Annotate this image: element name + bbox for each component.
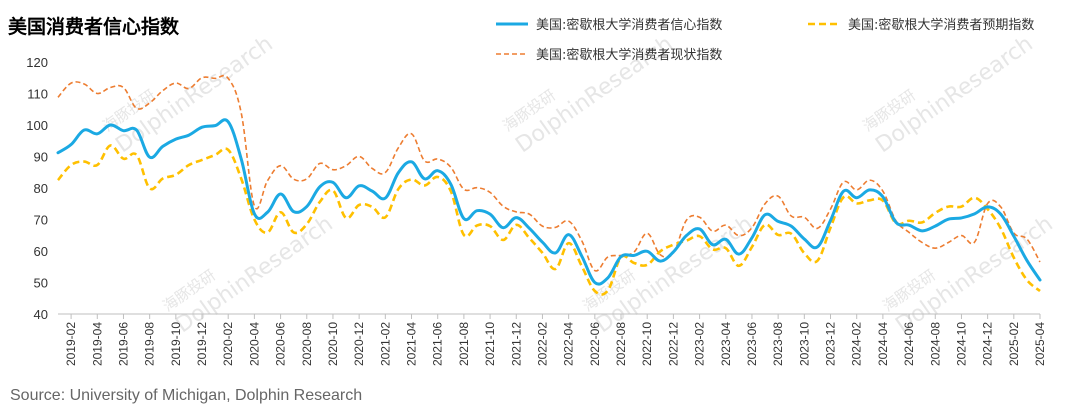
x-tick-label: 2021-06 [431,322,445,366]
x-tick-label: 2020-04 [247,322,261,366]
x-tick-label: 2022-10 [640,322,654,366]
x-tick-label: 2025-04 [1033,322,1047,366]
x-tick-label: 2021-02 [378,322,392,366]
x-tick-label: 2024-06 [902,322,916,366]
y-tick-label: 60 [34,244,48,259]
x-tick-label: 2019-08 [143,322,157,366]
x-tick-label: 2019-10 [169,322,183,366]
x-tick-label: 2020-02 [221,322,235,366]
y-tick-label: 110 [27,87,48,102]
x-tick-label: 2023-10 [797,322,811,366]
x-tick-label: 2020-10 [326,322,340,366]
x-tick-label: 2021-08 [457,322,471,366]
x-tick-label: 2023-02 [693,322,707,366]
y-tick-label: 40 [34,307,48,322]
y-tick-label: 90 [34,150,48,165]
legend-label-current-conditions: 美国:密歇根大学消费者现状指数 [536,47,722,63]
x-axis: 2019-02 2019-04 2019-06 2019-08 2019-10 2019-… [64,314,1047,366]
y-tick-label: 70 [34,213,48,228]
x-tick-label: 2023-12 [824,322,838,366]
x-tick-label: 2020-06 [274,322,288,366]
x-tick-label: 2021-12 [509,322,523,366]
x-tick-label: 2024-08 [928,322,942,366]
x-tick-label: 2025-02 [1007,322,1021,366]
x-tick-label: 2022-08 [614,322,628,366]
legend: 美国:密歇根大学消费者信心指数 美国:密歇根大学消费者预期指数 美国:密歇根大学… [496,17,1034,63]
x-tick-label: 2023-08 [771,322,785,366]
series-group [56,74,1042,296]
x-tick-label: 2020-08 [300,322,314,366]
y-axis: 40 50 60 70 80 90 100 110 120 [26,55,48,322]
x-tick-label: 2020-12 [352,322,366,366]
y-tick-label: 80 [34,181,48,196]
x-tick-label: 2019-12 [195,322,209,366]
series-line-expectations [56,144,1041,296]
x-tick-label: 2022-06 [588,322,602,366]
x-tick-label: 2019-04 [90,322,104,366]
x-tick-label: 2024-02 [850,322,864,366]
series-line-confidence [56,118,1042,286]
x-tick-label: 2023-04 [719,322,733,366]
legend-label-confidence: 美国:密歇根大学消费者信心指数 [536,17,722,33]
x-tick-label: 2024-12 [981,322,995,366]
x-tick-label: 2022-02 [535,322,549,366]
x-tick-label: 2021-10 [483,322,497,366]
x-tick-label: 2019-02 [64,322,78,366]
chart-title: 美国消费者信心指数 [8,15,180,38]
x-tick-label: 2023-06 [745,322,759,366]
y-tick-label: 120 [26,55,48,70]
y-tick-label: 50 [34,276,48,291]
x-tick-label: 2022-04 [562,322,576,366]
x-tick-label: 2024-04 [876,322,890,366]
x-tick-label: 2024-10 [954,322,968,366]
source-note: Source: University of Michigan, Dolphin … [10,387,362,404]
x-tick-label: 2019-06 [116,322,130,366]
y-tick-label: 100 [26,118,48,133]
series-line-current-conditions [57,74,1041,272]
x-tick-label: 2022-12 [666,322,680,366]
x-tick-label: 2021-04 [405,322,419,366]
legend-label-expectations: 美国:密歇根大学消费者预期指数 [848,17,1034,33]
